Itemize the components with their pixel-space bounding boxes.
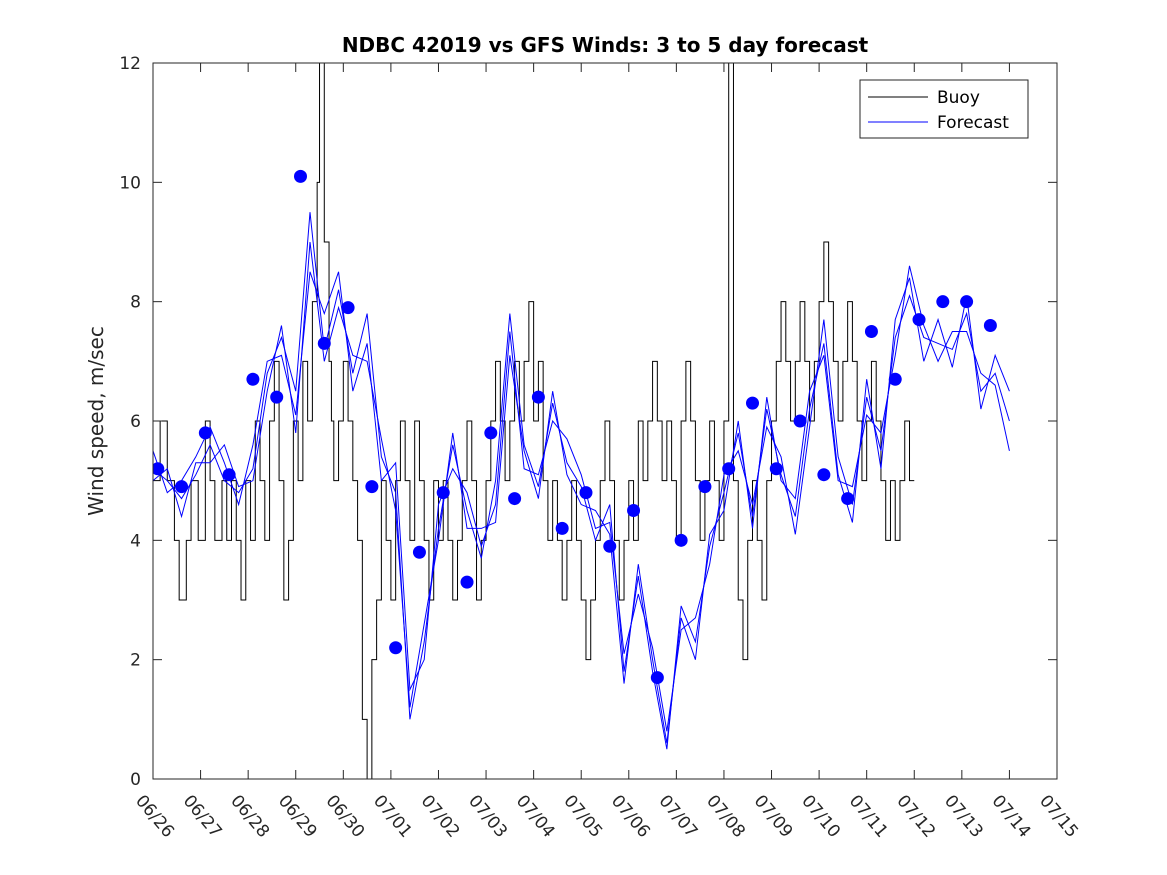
chart-title: NDBC 42019 vs GFS Winds: 3 to 5 day fore… [342, 33, 869, 57]
forecast-marker [341, 301, 355, 315]
forecast-marker [603, 539, 617, 553]
forecast-marker [912, 313, 926, 327]
legend-label-forecast: Forecast [937, 113, 1009, 133]
forecast-marker [722, 462, 736, 476]
forecast-marker [745, 396, 759, 410]
series-forecast-line-2 [153, 271, 1010, 732]
forecast-marker [650, 671, 664, 685]
forecast-marker [198, 426, 212, 440]
forecast-marker [508, 492, 522, 506]
forecast-marker [389, 641, 403, 655]
forecast-marker [817, 468, 831, 482]
forecast-marker [841, 492, 855, 506]
forecast-marker [436, 486, 450, 500]
forecast-marker [555, 521, 569, 535]
forecast-marker [793, 414, 807, 428]
forecast-marker [960, 295, 974, 309]
y-tick-label: 0 [130, 770, 141, 790]
forecast-marker [317, 336, 331, 350]
forecast-marker [769, 462, 783, 476]
series-forecast-line-3 [153, 241, 1010, 744]
forecast-marker [246, 372, 260, 386]
legend-label-buoy: Buoy [937, 88, 980, 108]
y-tick-label: 8 [130, 293, 141, 313]
forecast-marker [270, 390, 284, 404]
y-tick-label: 12 [119, 54, 141, 74]
forecast-marker [674, 533, 688, 547]
y-tick-label: 6 [130, 412, 141, 432]
forecast-marker [531, 390, 545, 404]
forecast-marker [579, 486, 593, 500]
forecast-marker [936, 295, 950, 309]
forecast-marker [222, 468, 236, 482]
series-forecast-line-1 [153, 212, 1010, 750]
legend-box [859, 79, 1029, 139]
y-tick-label: 4 [130, 531, 141, 551]
plot-area [153, 63, 1010, 779]
forecast-marker [460, 575, 474, 589]
y-axis-label: Wind speed, m/sec [84, 326, 108, 516]
forecast-marker [983, 319, 997, 333]
legend: Buoy Forecast [859, 79, 1029, 139]
forecast-marker [365, 480, 379, 494]
forecast-marker [698, 480, 712, 494]
forecast-marker [627, 504, 641, 517]
forecast-marker [412, 545, 426, 559]
y-tick-label: 2 [130, 651, 141, 671]
plot-clip-group [153, 63, 1010, 779]
forecast-marker [293, 169, 307, 183]
forecast-marker [153, 462, 165, 476]
y-tick-label: 10 [119, 173, 141, 193]
forecast-marker [484, 426, 498, 440]
forecast-marker [175, 480, 189, 494]
forecast-marker [888, 372, 902, 386]
forecast-marker [864, 325, 878, 338]
